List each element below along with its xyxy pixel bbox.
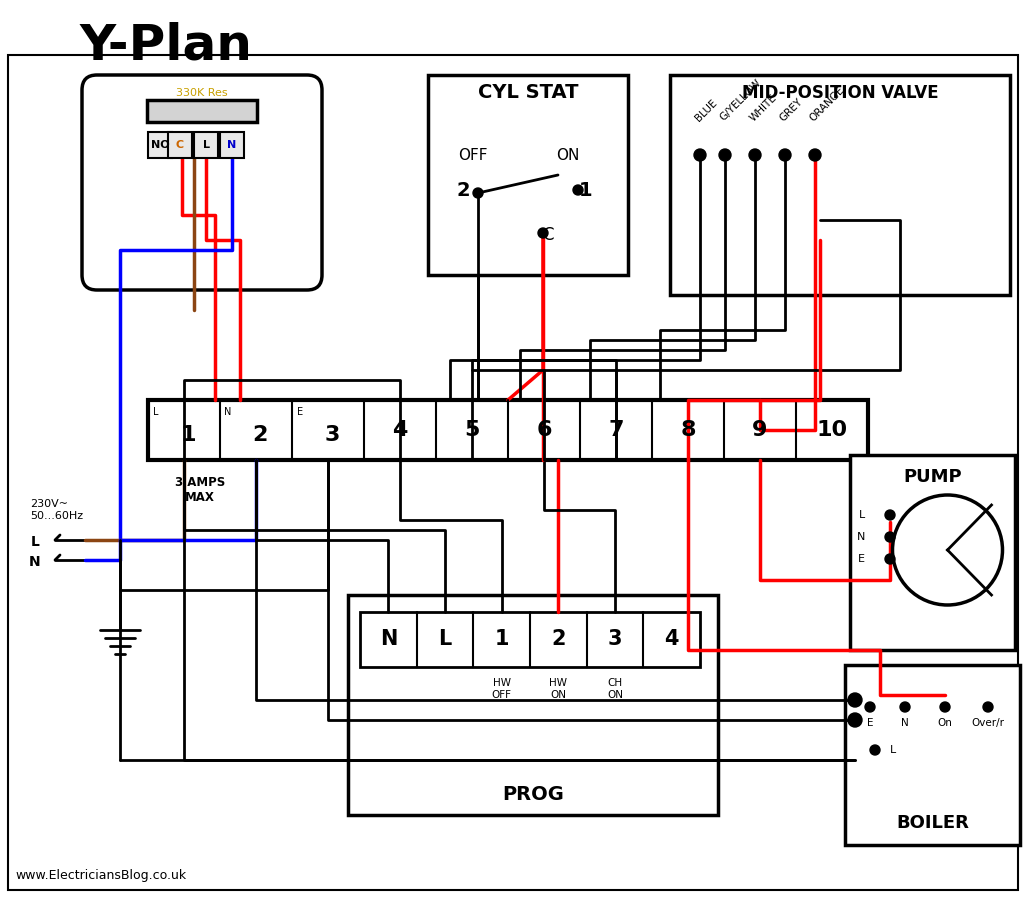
Circle shape bbox=[983, 702, 993, 712]
Text: N: N bbox=[224, 407, 232, 417]
Circle shape bbox=[900, 702, 910, 712]
Text: N: N bbox=[380, 629, 397, 649]
Circle shape bbox=[848, 713, 862, 727]
Circle shape bbox=[809, 149, 821, 161]
Text: L: L bbox=[202, 140, 210, 150]
Circle shape bbox=[885, 554, 895, 564]
Text: CYL STAT: CYL STAT bbox=[478, 83, 578, 102]
Bar bbox=[168, 132, 192, 158]
Text: 2: 2 bbox=[253, 425, 268, 445]
Text: Y-Plan: Y-Plan bbox=[80, 21, 253, 69]
Text: 4: 4 bbox=[664, 629, 679, 649]
Text: 3: 3 bbox=[325, 425, 340, 445]
Text: N: N bbox=[29, 555, 40, 569]
Circle shape bbox=[870, 745, 880, 755]
Text: L: L bbox=[439, 629, 452, 649]
Circle shape bbox=[885, 532, 895, 542]
Text: 330K Res: 330K Res bbox=[177, 88, 228, 98]
Text: 3 AMPS
MAX: 3 AMPS MAX bbox=[175, 476, 225, 504]
Text: 8: 8 bbox=[680, 420, 695, 440]
Text: N: N bbox=[857, 532, 865, 542]
Text: L: L bbox=[889, 745, 897, 755]
Text: ORANGE: ORANGE bbox=[808, 84, 846, 123]
Bar bbox=[845, 665, 1020, 845]
Bar bbox=[220, 132, 244, 158]
Circle shape bbox=[473, 188, 483, 198]
Circle shape bbox=[538, 228, 548, 238]
Text: OFF: OFF bbox=[458, 148, 488, 162]
Bar bbox=[148, 400, 868, 460]
Circle shape bbox=[573, 185, 583, 195]
Text: C: C bbox=[176, 140, 184, 150]
Text: PUMP: PUMP bbox=[903, 468, 962, 486]
Text: HW
OFF: HW OFF bbox=[492, 678, 511, 700]
Text: Over/r: Over/r bbox=[972, 718, 1004, 728]
Text: E: E bbox=[867, 718, 873, 728]
Bar bbox=[148, 132, 172, 158]
Text: On: On bbox=[938, 718, 952, 728]
Bar bbox=[348, 595, 718, 815]
Text: 1: 1 bbox=[494, 629, 509, 649]
Text: N: N bbox=[901, 718, 909, 728]
Text: 1: 1 bbox=[579, 180, 593, 200]
Text: N: N bbox=[227, 140, 236, 150]
Bar bbox=[147, 100, 257, 122]
Circle shape bbox=[749, 149, 761, 161]
Bar bbox=[850, 455, 1015, 650]
Bar bbox=[360, 612, 700, 667]
Text: 6: 6 bbox=[536, 420, 551, 440]
Text: MID-POSITION VALVE: MID-POSITION VALVE bbox=[741, 84, 939, 102]
Text: HW
ON: HW ON bbox=[549, 678, 567, 700]
Text: 5: 5 bbox=[464, 420, 480, 440]
Bar bbox=[428, 75, 627, 275]
Text: 2: 2 bbox=[551, 629, 566, 649]
Bar bbox=[670, 75, 1010, 295]
Text: E: E bbox=[858, 554, 865, 564]
Text: NO: NO bbox=[151, 140, 169, 150]
Circle shape bbox=[865, 702, 875, 712]
Circle shape bbox=[885, 510, 895, 520]
Circle shape bbox=[694, 149, 706, 161]
Circle shape bbox=[940, 702, 950, 712]
Bar bbox=[194, 132, 218, 158]
FancyBboxPatch shape bbox=[82, 75, 322, 290]
Text: 7: 7 bbox=[608, 420, 623, 440]
Text: E: E bbox=[297, 407, 303, 417]
Text: CH
ON: CH ON bbox=[607, 678, 623, 700]
Text: C: C bbox=[542, 226, 554, 244]
Text: L: L bbox=[859, 510, 865, 520]
Text: www.ElectriciansBlog.co.uk: www.ElectriciansBlog.co.uk bbox=[15, 869, 186, 882]
Text: BOILER: BOILER bbox=[897, 814, 968, 832]
Text: L: L bbox=[31, 535, 40, 549]
Text: 10: 10 bbox=[816, 420, 847, 440]
Text: ON: ON bbox=[557, 148, 579, 162]
Circle shape bbox=[719, 149, 731, 161]
Text: 9: 9 bbox=[753, 420, 768, 440]
Text: BLUE: BLUE bbox=[693, 97, 719, 123]
Circle shape bbox=[848, 693, 862, 707]
Text: GREY: GREY bbox=[777, 96, 805, 123]
Text: 2: 2 bbox=[456, 180, 469, 200]
Text: 230V~
50...60Hz: 230V~ 50...60Hz bbox=[30, 499, 83, 521]
Text: 3: 3 bbox=[608, 629, 622, 649]
Text: 4: 4 bbox=[392, 420, 408, 440]
Text: L: L bbox=[153, 407, 159, 417]
Text: PROG: PROG bbox=[502, 785, 564, 805]
Circle shape bbox=[779, 149, 791, 161]
Text: 1: 1 bbox=[181, 425, 196, 445]
Text: G/YELLOW: G/YELLOW bbox=[718, 78, 763, 123]
Text: WHITE: WHITE bbox=[748, 93, 778, 123]
